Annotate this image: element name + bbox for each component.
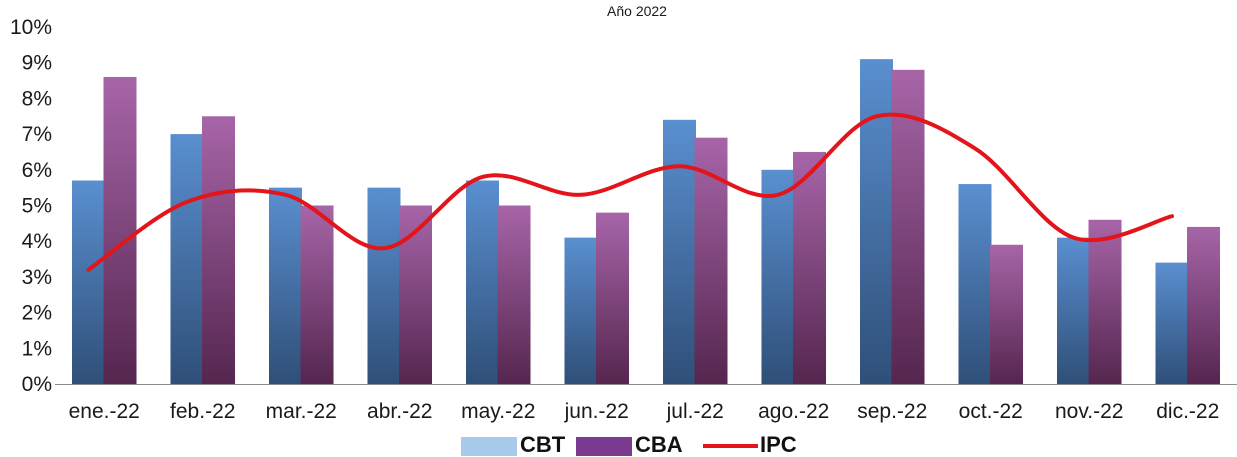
x-tick-label: feb.-22 <box>170 400 235 423</box>
y-tick-label: 5% <box>22 195 52 218</box>
legend-label-ipc: IPC <box>760 432 797 457</box>
bar-cba <box>793 151 827 384</box>
bar-cbt <box>564 237 598 384</box>
bar-cbt <box>170 134 204 384</box>
y-tick-label: 10% <box>10 16 52 39</box>
bar-cbt <box>761 169 795 384</box>
bar-cbt <box>958 184 992 384</box>
bar-cbt <box>71 180 105 384</box>
bar-cbt <box>662 119 696 384</box>
x-tick-label: jun.-22 <box>564 400 629 423</box>
ipc-series-line <box>86 112 1174 272</box>
x-tick-label: jul.-22 <box>666 400 724 423</box>
y-tick-label: 3% <box>22 266 52 289</box>
bar-cba <box>1187 226 1221 384</box>
y-tick-label: 4% <box>22 230 52 253</box>
bar-cba <box>103 76 137 384</box>
x-tick-label: ago.-22 <box>758 400 829 423</box>
bar-cbt <box>367 187 401 384</box>
legend: CBT CBA IPC <box>461 432 797 457</box>
x-tick-label: ene.-22 <box>69 400 140 423</box>
y-tick-label: 8% <box>22 87 52 110</box>
bar-cbt <box>1155 262 1189 384</box>
bar-cba <box>300 205 334 384</box>
y-axis-ticks: 0% 1% 2% 3% 4% 5% 6% 7% 8% 9% 10% <box>10 16 52 396</box>
x-tick-label: nov.-22 <box>1055 400 1124 423</box>
bar-cba <box>497 205 531 384</box>
y-tick-label: 2% <box>22 302 52 325</box>
y-tick-label: 9% <box>22 52 52 75</box>
legend-label-cbt: CBT <box>520 432 566 457</box>
bar-cba <box>990 244 1024 384</box>
bar-cba <box>1088 219 1122 384</box>
y-tick-label: 7% <box>22 123 52 146</box>
x-tick-label: sep.-22 <box>857 400 927 423</box>
bars-group <box>71 59 1221 384</box>
x-tick-label: oct.-22 <box>959 400 1023 423</box>
bar-cba <box>891 69 925 384</box>
y-tick-label: 1% <box>22 337 52 360</box>
legend-swatch-cba <box>576 437 632 456</box>
bar-cba <box>399 205 433 384</box>
legend-label-cba: CBA <box>635 432 683 457</box>
y-tick-label: 6% <box>22 159 52 182</box>
legend-swatch-cbt <box>461 437 517 456</box>
x-axis-ticks: ene.-22 feb.-22 mar.-22 abr.-22 may.-22 jun.-… <box>69 400 1220 423</box>
bar-cbt <box>1056 237 1090 384</box>
y-tick-label: 0% <box>22 373 52 396</box>
bar-cba <box>596 212 630 384</box>
x-tick-label: may.-22 <box>461 400 535 423</box>
bar-cbt <box>859 59 893 384</box>
chart-title: Año 2022 <box>607 3 667 19</box>
bar-cbt <box>465 180 499 384</box>
x-tick-label: dic.-22 <box>1156 400 1219 423</box>
x-tick-label: mar.-22 <box>266 400 337 423</box>
bar-cba <box>202 116 236 384</box>
bar-cbt <box>268 187 302 384</box>
x-tick-label: abr.-22 <box>367 400 432 423</box>
